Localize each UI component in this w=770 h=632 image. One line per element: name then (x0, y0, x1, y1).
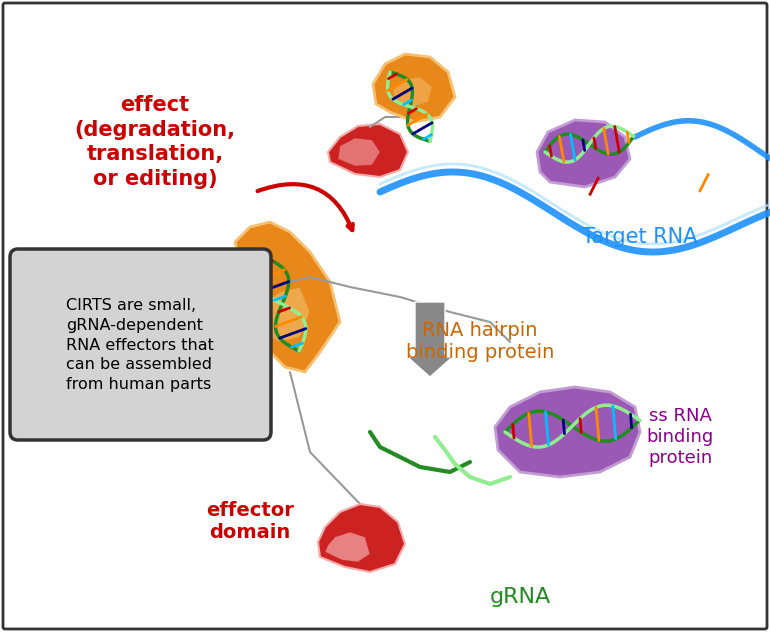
Polygon shape (325, 532, 370, 562)
Polygon shape (328, 124, 408, 177)
Polygon shape (373, 54, 455, 122)
Text: gRNA: gRNA (490, 587, 551, 607)
FancyBboxPatch shape (10, 249, 271, 440)
FancyArrow shape (407, 302, 453, 377)
Polygon shape (318, 504, 405, 572)
Text: ss RNA
binding
protein: ss RNA binding protein (646, 407, 714, 467)
Text: effector
domain: effector domain (206, 502, 294, 542)
Polygon shape (338, 138, 380, 166)
Text: RNA hairpin
binding protein: RNA hairpin binding protein (406, 322, 554, 363)
Text: effect
(degradation,
translation,
or editing): effect (degradation, translation, or edi… (75, 95, 236, 189)
Text: CIRTS are small,
gRNA-dependent
RNA effectors that
can be assembled
from human p: CIRTS are small, gRNA-dependent RNA effe… (66, 298, 214, 392)
Polygon shape (495, 387, 640, 477)
Text: Target RNA: Target RNA (582, 227, 698, 247)
Polygon shape (255, 287, 310, 342)
Polygon shape (537, 120, 630, 187)
Polygon shape (235, 222, 340, 372)
Polygon shape (393, 77, 432, 107)
